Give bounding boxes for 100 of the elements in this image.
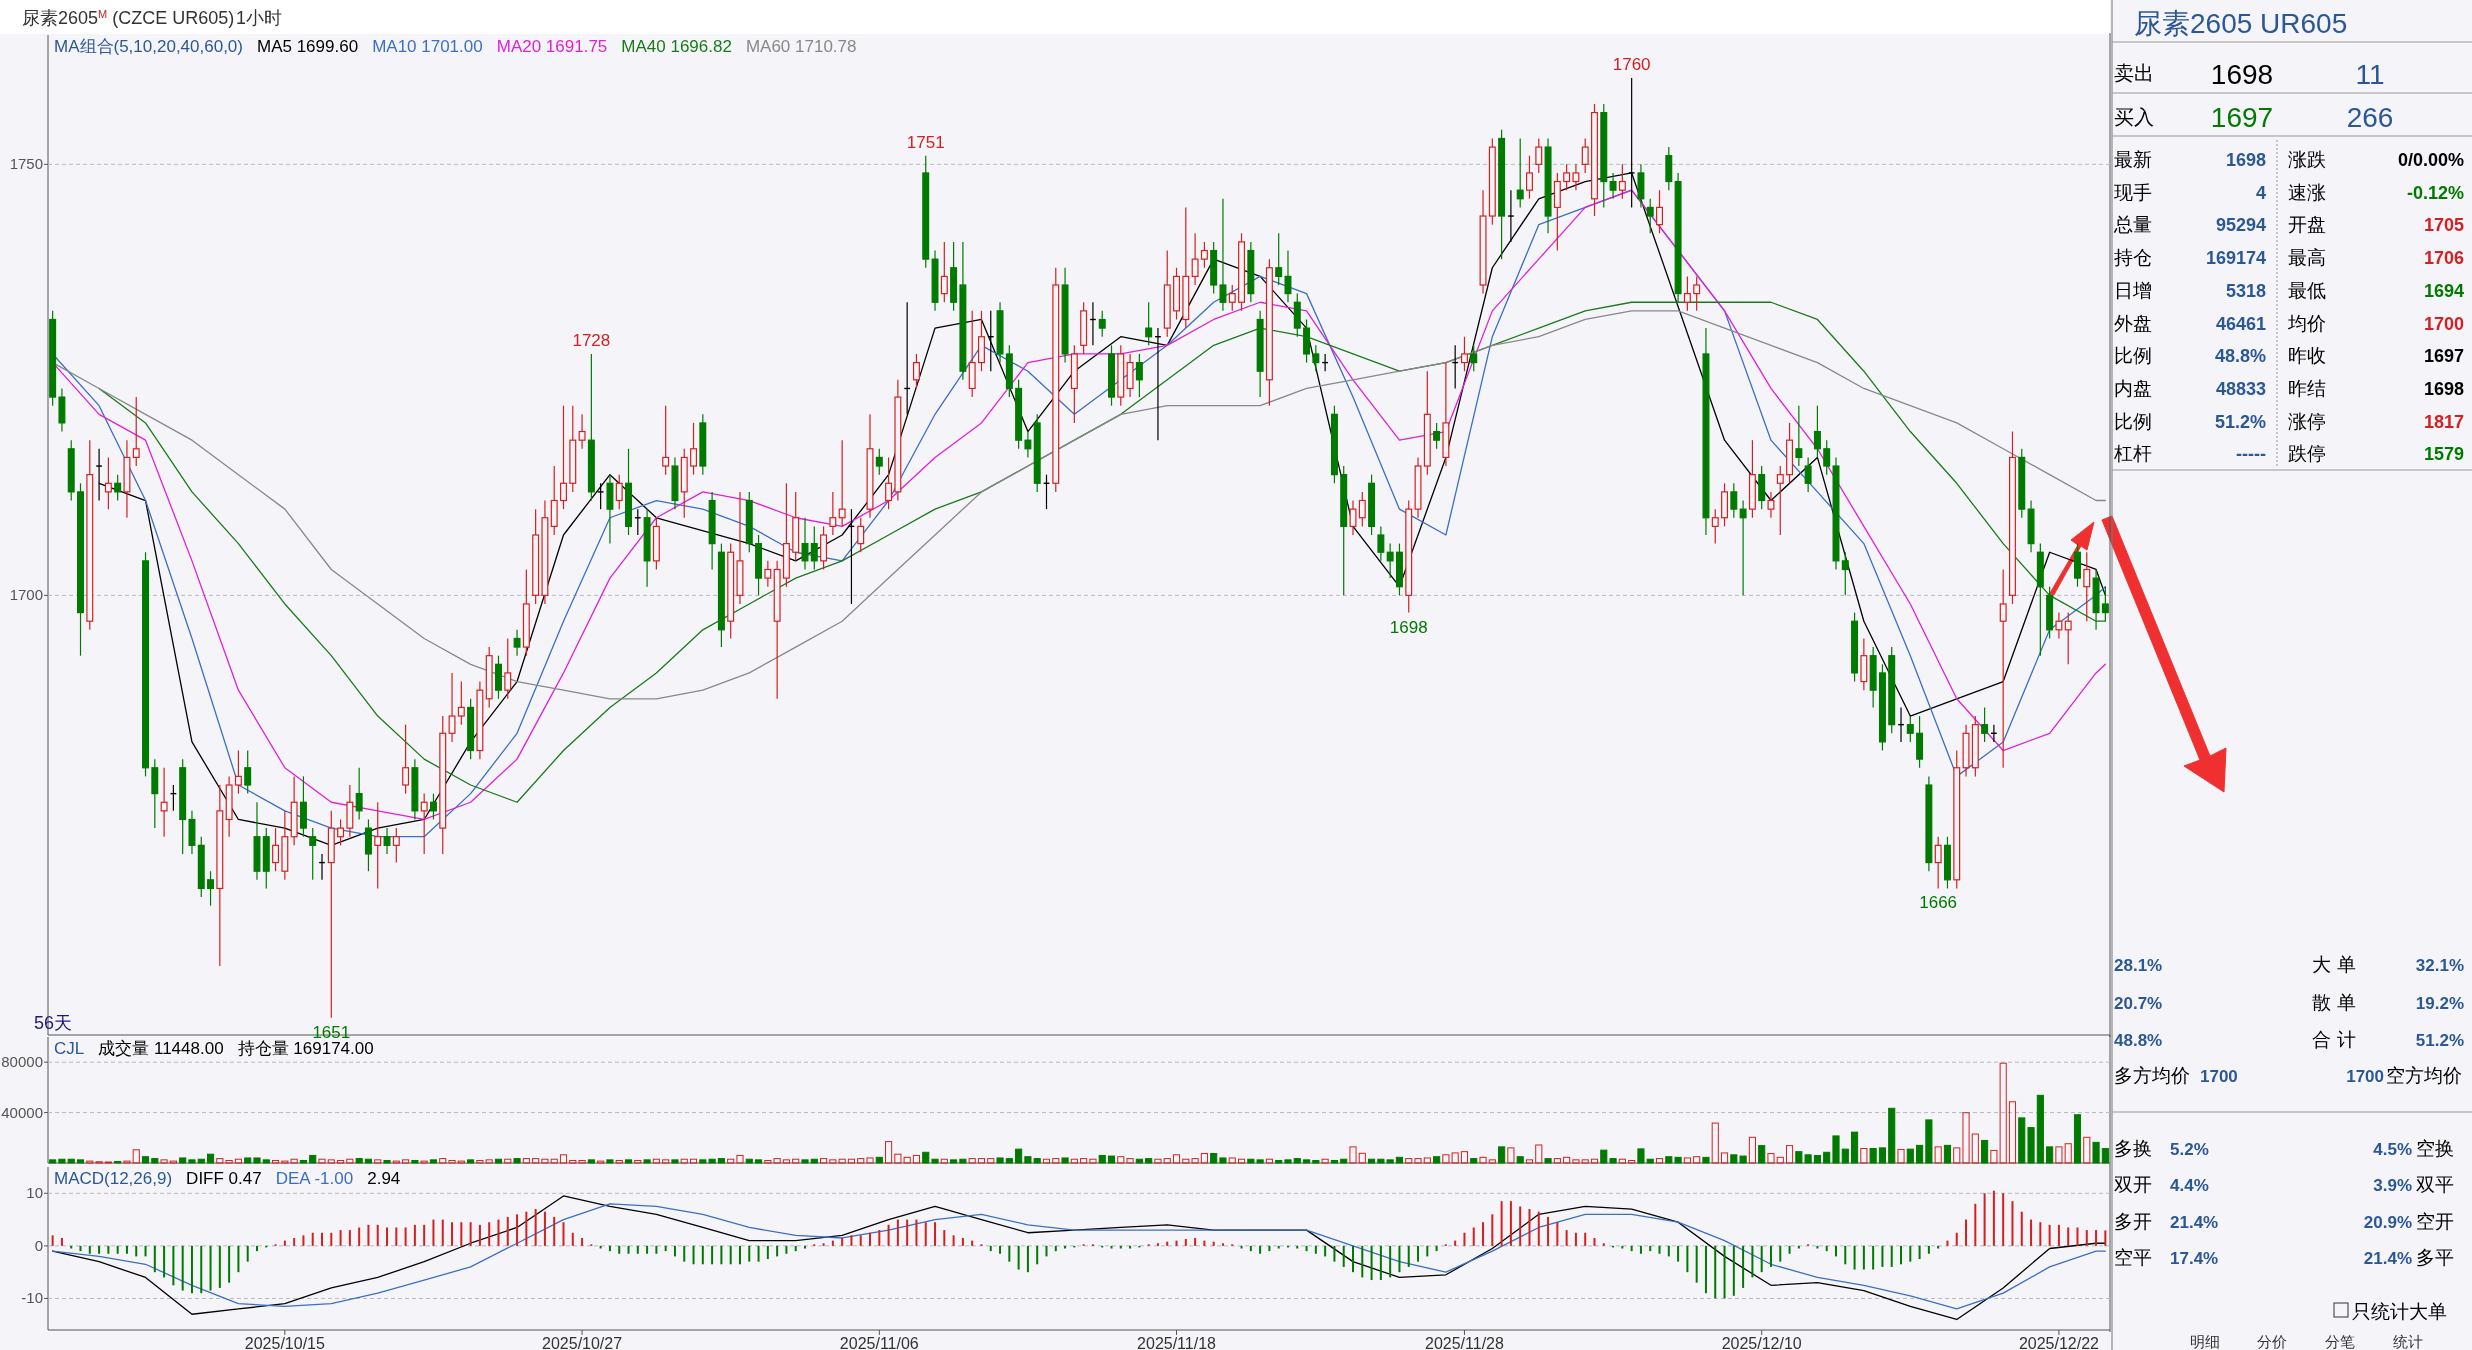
text: 11	[2355, 59, 2385, 90]
text: 5318	[2225, 280, 2266, 301]
text: 32.1%	[2415, 956, 2464, 975]
text: 1817	[2423, 411, 2464, 432]
text: -----	[2236, 444, 2266, 465]
text: 1697	[2423, 346, 2464, 367]
y-tick-label: 80000	[1, 1053, 43, 1071]
text: 48.8%	[2114, 1031, 2163, 1050]
annotation: 1751	[906, 132, 945, 152]
text: 涨停	[2288, 410, 2326, 432]
text: 1694	[2423, 280, 2464, 301]
text: 总量	[2113, 214, 2152, 236]
text: DIFF 0.47	[186, 1169, 262, 1188]
text: 杠杆	[2113, 443, 2152, 465]
annotation: 1651	[312, 1022, 351, 1042]
annotation: 1728	[572, 330, 611, 350]
text: 1698	[2225, 150, 2266, 170]
text: 0/0.00%	[2397, 150, 2464, 170]
text: 空平	[2114, 1247, 2152, 1268]
text: 涨跌	[2288, 149, 2326, 170]
annotation: 1760	[1612, 55, 1651, 75]
chart-title: 尿素2605$^{M}$ (CZCE UR605)	[22, 8, 235, 28]
text: 266	[2346, 102, 2394, 133]
text: 51.2%	[2415, 1031, 2464, 1050]
text: 散 单	[2312, 992, 2356, 1013]
text: 4	[2255, 182, 2266, 203]
y-tick-label: 1750	[9, 155, 43, 173]
chart-title: MACD(12,26,9)	[54, 1169, 173, 1188]
y-tick-label: 1700	[9, 586, 43, 604]
y-tick-label: 40000	[1, 1103, 43, 1121]
text: 最低	[2288, 279, 2326, 301]
text: 内盘	[2114, 377, 2152, 399]
text: 持仓	[2114, 247, 2152, 269]
text: 空方均价	[2386, 1065, 2462, 1086]
text: 现手	[2114, 181, 2152, 203]
annotation: 1666	[1919, 893, 1958, 913]
text: 48833	[2215, 378, 2266, 399]
annotation: 持仓量 169174.00	[237, 1039, 374, 1058]
text: 最新	[2114, 149, 2152, 170]
text: 昨收	[2288, 345, 2326, 367]
text: 多换	[2114, 1138, 2152, 1159]
text: 20.7%	[2114, 994, 2163, 1013]
x-tick-label: 2025/11/06	[839, 1335, 919, 1350]
text: 只统计大单	[2352, 1301, 2447, 1322]
text: 21.4%	[2170, 1213, 2219, 1232]
text: 1700	[2346, 1067, 2384, 1086]
text: 尿素2605 UR605	[2134, 8, 2348, 39]
text: 5.2%	[2170, 1140, 2209, 1159]
text: 多方均价	[2114, 1065, 2190, 1086]
text: 分笔	[2325, 1333, 2355, 1350]
y-tick-label: 0	[34, 1236, 43, 1254]
text: 1698	[2210, 59, 2274, 90]
text: 1705	[2423, 215, 2464, 236]
x-tick-label: 2025/11/28	[1425, 1335, 1505, 1350]
text: 多开	[2114, 1211, 2152, 1232]
text: -0.12%	[2406, 182, 2464, 203]
text: 19.2%	[2415, 994, 2464, 1013]
text: 空换	[2416, 1138, 2454, 1159]
text: 空开	[2416, 1211, 2454, 1232]
text: 1700	[2200, 1067, 2238, 1086]
x-tick-label: 2025/11/18	[1137, 1335, 1217, 1350]
text: 合 计	[2312, 1029, 2356, 1050]
text: 1697	[2210, 102, 2274, 133]
text: 51.2%	[2214, 411, 2266, 432]
text: 169174	[2205, 248, 2266, 269]
text: 48.8%	[2214, 346, 2266, 367]
text: 1579	[2423, 444, 2464, 465]
text: 4.5%	[2373, 1140, 2412, 1159]
text: 买入	[2114, 106, 2154, 128]
x-tick-label: 2025/12/22	[2018, 1335, 2100, 1350]
text: 3.9%	[2373, 1176, 2412, 1195]
text: 1706	[2423, 248, 2464, 269]
text: MA10 1701.00	[372, 37, 483, 56]
text: 多平	[2416, 1247, 2454, 1268]
text: 统计	[2393, 1333, 2423, 1350]
text: 双平	[2416, 1174, 2454, 1195]
text: MA60 1710.78	[745, 37, 857, 56]
text: 4.4%	[2170, 1176, 2209, 1195]
text: DEA -1.00	[275, 1169, 354, 1188]
text: MA40 1696.82	[621, 37, 732, 56]
x-tick-label: 2025/12/10	[1721, 1335, 1802, 1350]
text: 28.1%	[2114, 956, 2163, 975]
x-tick-label: 2025/10/15	[244, 1335, 325, 1350]
text: 均价	[2287, 312, 2326, 334]
y-tick-label: 10	[26, 1184, 43, 1202]
text: 明细	[2190, 1333, 2220, 1350]
text: 46461	[2215, 313, 2266, 334]
text: 外盘	[2114, 312, 2152, 334]
x-tick-label: 2025/10/27	[542, 1335, 623, 1350]
annotation: 成交量 11448.00	[98, 1039, 224, 1058]
chart-title: CJL	[54, 1039, 85, 1058]
text: MA20 1691.75	[496, 37, 608, 56]
annotation: 1698	[1389, 617, 1428, 637]
text: 开盘	[2288, 214, 2326, 236]
text: 21.4%	[2363, 1249, 2412, 1268]
text: 昨结	[2288, 377, 2326, 399]
text: 跌停	[2288, 443, 2326, 465]
y-tick-label: -10	[21, 1289, 43, 1307]
text: 速涨	[2288, 181, 2326, 203]
text: 17.4%	[2170, 1249, 2219, 1268]
